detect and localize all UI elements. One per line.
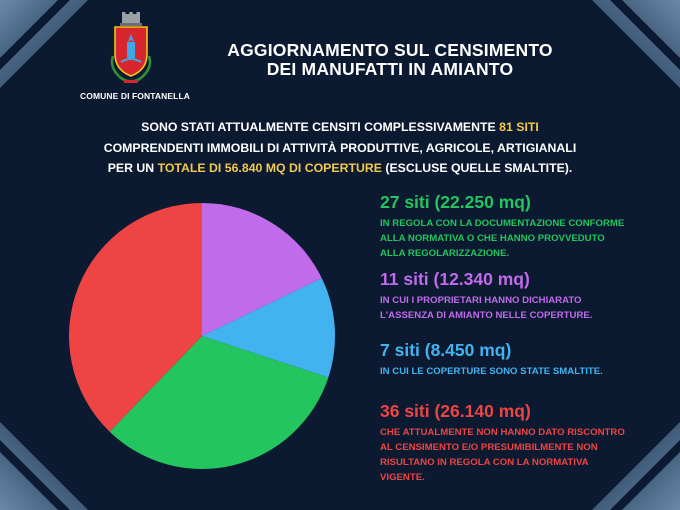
corner-stripe-bottom-right — [592, 422, 680, 510]
legend-head: 27 siti (22.250 mq) — [380, 192, 531, 212]
legend-head: 36 siti (26.140 mq) — [380, 401, 531, 421]
corner-stripe-top-left — [0, 0, 58, 58]
corner-stripe-bottom-right — [622, 452, 680, 510]
intro-text-part: SONO STATI ATTUALMENTE CENSITI COMPLESSI… — [141, 120, 500, 134]
legend-head: 7 siti (8.450 mq) — [380, 340, 512, 360]
intro-text-part: PER UN — [107, 161, 158, 175]
intro-line-3: PER UN TOTALE DI 56.840 MQ DI COPERTURE … — [40, 158, 640, 179]
legend-desc: CHE ATTUALMENTE NON HANNO DATO RISCONTRO… — [380, 427, 625, 483]
intro-text: SONO STATI ATTUALMENTE CENSITI COMPLESSI… — [40, 117, 640, 179]
corner-stripe-bottom-left — [0, 422, 88, 510]
legend-desc: IN REGOLA CON LA DOCUMENTAZIONE CONFORME… — [380, 218, 625, 259]
title-line-1: AGGIORNAMENTO SUL CENSIMENTO — [227, 40, 553, 60]
intro-text-part: (ESCLUSE QUELLE SMALTITE). — [381, 161, 573, 175]
title-line-2: DEI MANUFATTI IN AMIANTO — [266, 59, 514, 79]
page-title: AGGIORNAMENTO SUL CENSIMENTO DEI MANUFAT… — [190, 41, 590, 79]
legend-item-assenza-amianto: 11 siti (12.340 mq) IN CUI I PROPRIETARI… — [380, 268, 670, 323]
pie-slice-assenza-amianto — [202, 203, 322, 336]
pie-slice-in-regola — [109, 336, 329, 469]
legend-item-non-riscontro: 36 siti (26.140 mq) CHE ATTUALMENTE NON … — [380, 400, 670, 485]
intro-line-1: SONO STATI ATTUALMENTE CENSITI COMPLESSI… — [40, 117, 640, 138]
intro-highlight-total: TOTALE DI 56.840 MQ DI COPERTURE — [157, 161, 382, 175]
pie-slice-smaltite — [202, 278, 335, 378]
legend-desc: IN CUI LE COPERTURE SONO STATE SMALTITE. — [380, 366, 603, 377]
pie-slice-non-riscontro — [69, 203, 202, 432]
comune-label: COMUNE DI FONTANELLA — [80, 91, 190, 101]
intro-line-2: COMPRENDENTI IMMOBILI DI ATTIVITÀ PRODUT… — [103, 140, 577, 155]
pie-chart — [69, 203, 335, 469]
coat-of-arms-logo — [110, 12, 152, 83]
legend-desc: IN CUI I PROPRIETARI HANNO DICHIARATO L'… — [380, 295, 593, 321]
corner-stripe-top-right — [622, 0, 680, 58]
legend-item-smaltite: 7 siti (8.450 mq) IN CUI LE COPERTURE SO… — [380, 339, 670, 379]
corner-stripe-bottom-left — [0, 452, 58, 510]
corner-stripe-top-right — [592, 0, 680, 88]
corner-stripe-top-left — [0, 0, 88, 88]
legend-item-in-regola: 27 siti (22.250 mq) IN REGOLA CON LA DOC… — [380, 191, 670, 261]
legend-head: 11 siti (12.340 mq) — [380, 269, 530, 289]
intro-highlight-sites: 81 SITI — [499, 120, 539, 134]
